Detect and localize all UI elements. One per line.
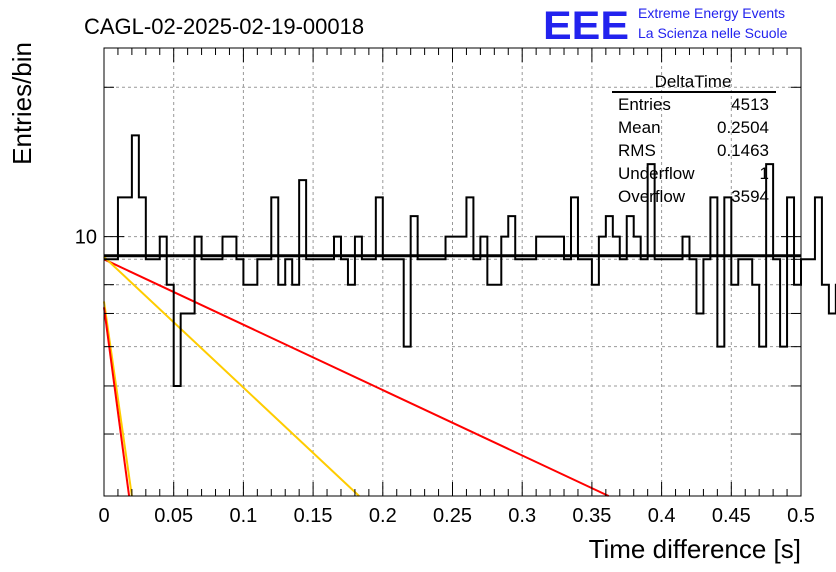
x-axis-label: Time difference [s] — [589, 534, 801, 564]
stats-row-label: Overflow — [618, 187, 686, 206]
x-tick-label: 0.45 — [712, 505, 751, 527]
x-tick-label: 0.5 — [787, 505, 815, 527]
x-tick-label: 0.4 — [648, 505, 676, 527]
org-line-2: La Scienza nelle Scuole — [638, 25, 788, 41]
stats-row-label: RMS — [618, 141, 656, 160]
stats-row-label: Entries — [618, 95, 671, 114]
org-line-1: Extreme Energy Events — [638, 5, 785, 21]
x-tick-label: 0 — [98, 505, 109, 527]
histogram-bins — [104, 134, 836, 387]
eee-logo: EEE — [543, 4, 629, 48]
histogram-outline — [104, 134, 836, 387]
stats-title: DeltaTime — [655, 72, 732, 91]
fit-curve — [103, 256, 360, 497]
x-tick-label: 0.15 — [294, 505, 333, 527]
chart-title: CAGL-02-2025-02-19-00018 — [84, 14, 364, 39]
stats-row-label: Underflow — [618, 164, 695, 183]
y-axis-label: Entries/bin — [7, 42, 37, 165]
fit-curves — [103, 256, 610, 497]
stats-row-value: 4513 — [731, 95, 769, 114]
x-tick-label: 0.2 — [369, 505, 397, 527]
axes: 0 0.05 0.1 0.15 0.2 0.25 0.3 0.35 0.4 0.45 0.5 10 — [75, 48, 815, 527]
y-tick-label: 10 — [75, 227, 97, 249]
stats-row-value: 1 — [760, 164, 769, 183]
x-tick-label: 0.3 — [508, 505, 536, 527]
x-tick-label: 0.1 — [229, 505, 257, 527]
stats-row-value: 0.2504 — [717, 118, 769, 137]
x-tick-label: 0.25 — [433, 505, 472, 527]
stats-row-label: Mean — [618, 118, 661, 137]
stats-row-value: 0.1463 — [717, 141, 769, 160]
fit-curve — [103, 307, 131, 497]
x-tick-label: 0.35 — [572, 505, 611, 527]
stats-box: DeltaTime Entries 4513 Mean 0.2504 RMS 0.1463… — [612, 72, 776, 206]
fit-curve — [103, 301, 133, 497]
x-tick-label: 0.05 — [154, 505, 193, 527]
fit-curve — [103, 258, 610, 497]
stats-row-value: 3594 — [731, 187, 769, 206]
